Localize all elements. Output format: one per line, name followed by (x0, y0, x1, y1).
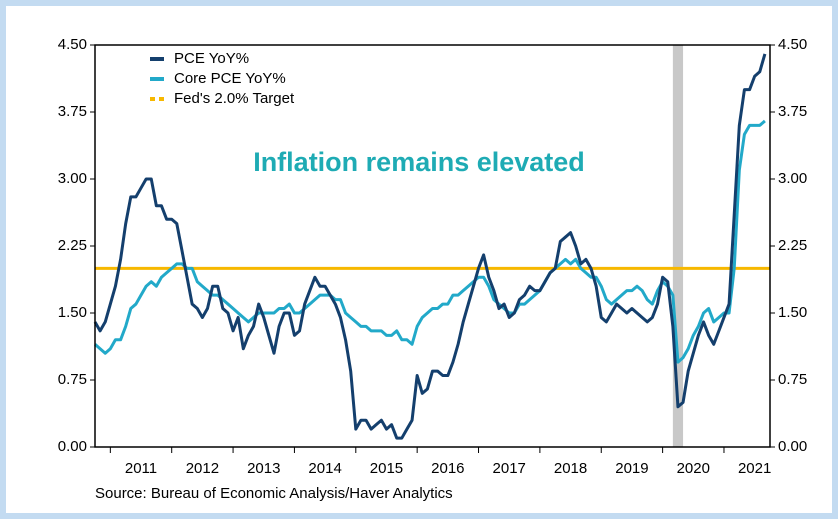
y-tick-label: 3.00 (58, 170, 87, 187)
x-tick-label: 2013 (247, 460, 280, 477)
y-tick-label: 2.25 (58, 237, 87, 254)
y-tick-label: 0.00 (58, 438, 87, 455)
legend-label: Fed's 2.0% Target (174, 90, 295, 107)
x-tick-label: 2017 (493, 460, 526, 477)
y-tick-label: 0.75 (58, 371, 87, 388)
y2-tick-label: 4.50 (778, 36, 807, 53)
y2-tick-label: 0.00 (778, 438, 807, 455)
recession-shade (672, 45, 684, 447)
source-note: Source: Bureau of Economic Analysis/Have… (95, 485, 453, 502)
y-tick-label: 1.50 (58, 304, 87, 321)
legend-label: PCE YoY% (174, 50, 249, 67)
x-tick-label: 2015 (370, 460, 403, 477)
y2-tick-label: 0.75 (778, 371, 807, 388)
y2-tick-label: 3.75 (778, 103, 807, 120)
x-tick-label: 2020 (677, 460, 710, 477)
x-tick-label: 2021 (738, 460, 771, 477)
series-line (93, 53, 767, 440)
plot-frame (94, 44, 771, 448)
x-tick-label: 2016 (431, 460, 464, 477)
x-tick-label: 2012 (186, 460, 219, 477)
y-tick-label: 3.75 (58, 103, 87, 120)
series-line (94, 119, 766, 364)
x-tick-label: 2011 (125, 460, 157, 477)
y-tick-label: 4.50 (58, 36, 87, 53)
y2-tick-label: 2.25 (778, 237, 807, 254)
y2-tick-label: 3.00 (778, 170, 807, 187)
y2-tick-label: 1.50 (778, 304, 807, 321)
legend-label: Core PCE YoY% (174, 70, 286, 87)
x-tick-label: 2014 (308, 460, 341, 477)
annotation: Inflation remains elevated (253, 147, 585, 177)
x-tick-label: 2018 (554, 460, 587, 477)
x-tick-label: 2019 (615, 460, 648, 477)
